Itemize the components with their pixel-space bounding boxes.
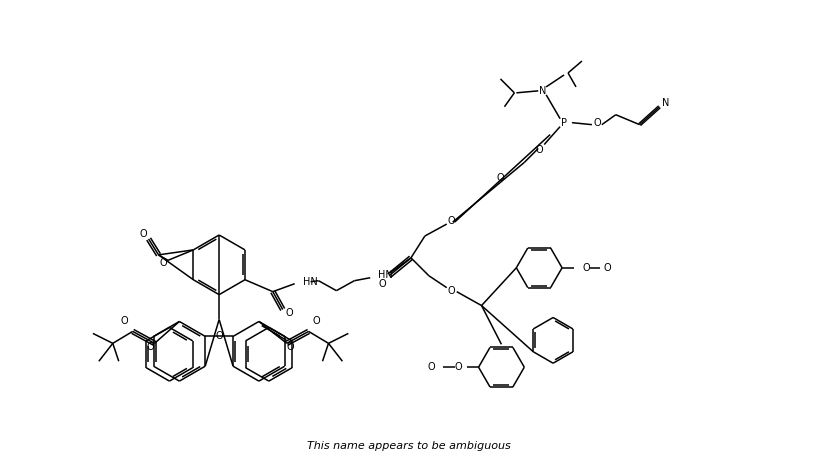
Text: O: O (313, 316, 320, 327)
Text: O: O (448, 286, 455, 295)
Text: N: N (662, 98, 669, 108)
Text: O: O (147, 343, 154, 352)
Text: O: O (593, 117, 600, 128)
Text: O: O (378, 279, 386, 289)
Text: O: O (286, 308, 293, 317)
Text: O: O (427, 362, 435, 372)
Text: O: O (140, 229, 147, 239)
Text: O: O (496, 173, 505, 183)
Text: O: O (582, 263, 590, 273)
Text: O: O (287, 343, 295, 352)
Text: O: O (159, 258, 167, 268)
Text: P: P (561, 117, 567, 128)
Text: This name appears to be ambiguous: This name appears to be ambiguous (307, 441, 511, 451)
Text: N: N (539, 86, 546, 96)
Text: O: O (448, 216, 455, 226)
Text: O: O (604, 263, 612, 273)
Text: O: O (121, 316, 129, 327)
Text: HN: HN (378, 270, 393, 280)
Text: O: O (536, 144, 543, 155)
Text: HN: HN (303, 277, 318, 287)
Text: O: O (455, 362, 463, 372)
Text: O: O (215, 331, 223, 342)
